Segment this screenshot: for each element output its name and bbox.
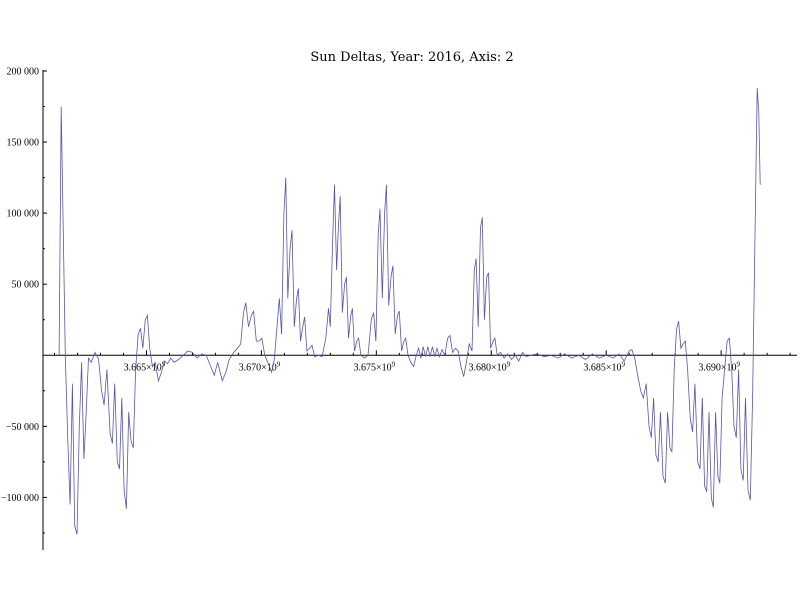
- y-axis-ticks: 200 000 150 000 100 000 50 000 −50 000 −100 0…: [1, 67, 47, 534]
- x-tick-label: 3.675×109: [354, 360, 396, 373]
- x-tick-exponent: 9: [392, 360, 396, 368]
- y-tick-label: 100 000: [7, 209, 40, 220]
- x-tick-label: 3.690×109: [698, 360, 740, 373]
- x-tick-times: ×10: [146, 362, 162, 373]
- y-tick-label: −50 000: [6, 422, 39, 433]
- x-tick-label: 3.665×109: [124, 360, 166, 373]
- x-tick-label: 3.670×109: [239, 360, 281, 373]
- x-axis-ticks: 3.665×109 3.670×109 3.675×109 3.680×109 3.68…: [53, 350, 791, 373]
- y-tick-label: 50 000: [12, 280, 40, 291]
- chart-title: Sun Deltas, Year: 2016, Axis: 2: [310, 50, 513, 65]
- series-line-0: [58, 88, 761, 535]
- x-tick-times: ×10: [261, 362, 277, 373]
- x-tick-label: 3.685×109: [583, 360, 625, 373]
- x-tick-mantissa: 3.690: [698, 362, 721, 373]
- x-tick-times: ×10: [721, 362, 737, 373]
- y-tick-label: 200 000: [7, 67, 40, 78]
- x-tick-exponent: 9: [622, 360, 626, 368]
- y-tick-label: 150 000: [7, 138, 40, 149]
- y-tick-label: −100 000: [1, 493, 39, 504]
- x-tick-times: ×10: [376, 362, 392, 373]
- x-tick-mantissa: 3.680: [468, 362, 491, 373]
- x-tick-exponent: 9: [736, 360, 740, 368]
- x-tick-exponent: 9: [277, 360, 281, 368]
- x-tick-label: 3.680×109: [468, 360, 510, 373]
- x-tick-times: ×10: [606, 362, 622, 373]
- x-tick-mantissa: 3.670: [239, 362, 262, 373]
- x-tick-mantissa: 3.685: [583, 362, 606, 373]
- plot-area: 200 000 150 000 100 000 50 000 −50 000 −100 0…: [1, 67, 797, 550]
- x-tick-times: ×10: [491, 362, 507, 373]
- series-group: [58, 88, 761, 535]
- x-tick-mantissa: 3.665: [124, 362, 147, 373]
- x-tick-mantissa: 3.675: [354, 362, 377, 373]
- x-tick-exponent: 9: [507, 360, 511, 368]
